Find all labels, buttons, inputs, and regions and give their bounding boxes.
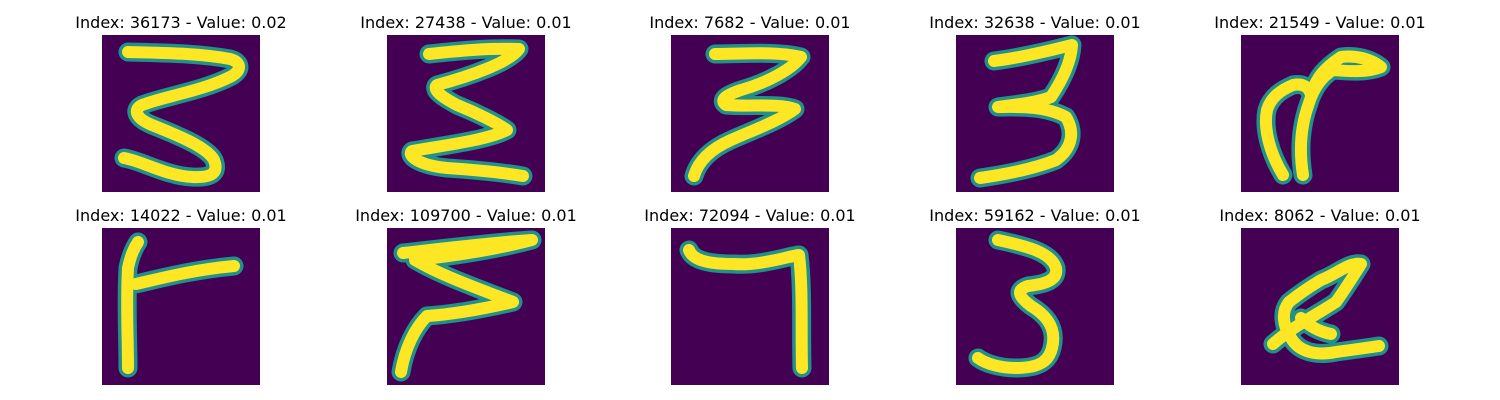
digit-image (387, 228, 545, 385)
panel-title: Index: 7682 - Value: 0.01 (649, 13, 851, 32)
panel-title: Index: 21549 - Value: 0.01 (1214, 13, 1426, 32)
panel-title: Index: 59162 - Value: 0.01 (929, 206, 1141, 225)
image-panel: Index: 27438 - Value: 0.01 (360, 13, 572, 193)
digit-image (1241, 228, 1399, 385)
image-panel: Index: 36173 - Value: 0.02 (75, 13, 287, 193)
panel-title: Index: 32638 - Value: 0.01 (929, 13, 1141, 32)
panel-title: Index: 109700 - Value: 0.01 (355, 206, 577, 225)
panel-title: Index: 27438 - Value: 0.01 (360, 13, 572, 32)
image-panel: Index: 14022 - Value: 0.01 (75, 206, 287, 386)
digit-image (1241, 35, 1399, 192)
digit-image (671, 228, 829, 385)
image-panel: Index: 32638 - Value: 0.01 (929, 13, 1141, 193)
stroke-core (974, 39, 1078, 184)
digit-image (102, 35, 260, 192)
image-panel: Index: 21549 - Value: 0.01 (1214, 13, 1426, 193)
digit-image (956, 35, 1114, 192)
stroke-core (683, 244, 808, 374)
image-panel: Index: 7682 - Value: 0.01 (649, 13, 851, 193)
panel-title: Index: 72094 - Value: 0.01 (644, 206, 856, 225)
stroke-core (972, 234, 1063, 374)
digit-image (956, 228, 1114, 385)
image-panel: Index: 8062 - Value: 0.01 (1219, 206, 1421, 386)
panel-title: Index: 36173 - Value: 0.02 (75, 13, 287, 32)
digit-image (671, 35, 829, 192)
image-panel: Index: 72094 - Value: 0.01 (644, 206, 856, 386)
panel-title: Index: 8062 - Value: 0.01 (1219, 206, 1421, 225)
image-panel: Index: 59162 - Value: 0.01 (929, 206, 1141, 386)
digit-image (387, 35, 545, 192)
stroke-core (1260, 50, 1387, 181)
panel-title: Index: 14022 - Value: 0.01 (75, 206, 287, 225)
stroke-core (121, 236, 240, 374)
digit-image (102, 228, 260, 385)
stroke-core (395, 234, 538, 378)
stroke-core (688, 47, 807, 182)
stroke-core (1267, 257, 1385, 360)
image-panel: Index: 109700 - Value: 0.01 (355, 206, 577, 386)
stroke-core (404, 42, 529, 182)
stroke-core (118, 46, 245, 184)
